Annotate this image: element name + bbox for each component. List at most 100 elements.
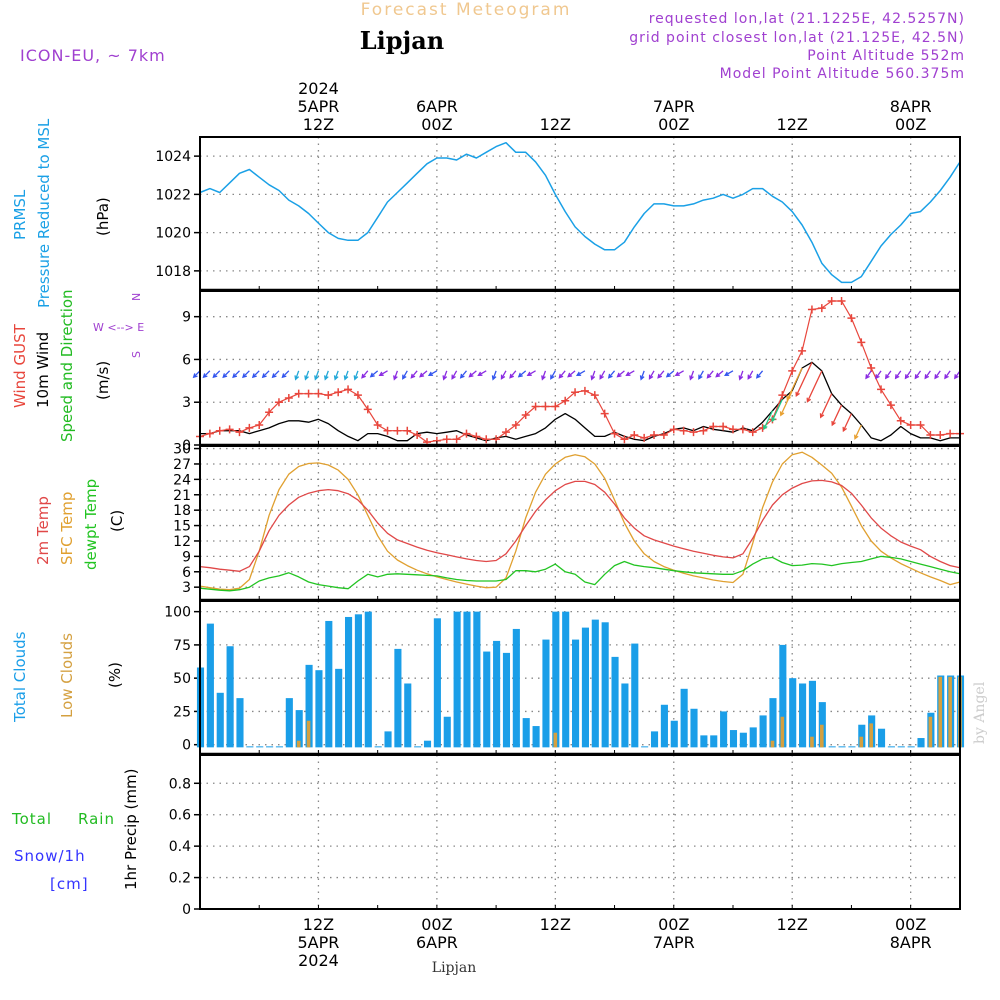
precip-ytick-label: 0.6 — [169, 808, 191, 824]
wind-arrow — [526, 370, 536, 377]
gust-marker — [403, 426, 412, 435]
temp-frame — [199, 445, 961, 601]
total-cloud-bar — [552, 611, 560, 748]
total-cloud-bar — [315, 670, 323, 748]
gust-marker — [817, 304, 826, 313]
gust-marker — [916, 421, 925, 430]
bottom-time-label: 8APR — [890, 933, 932, 952]
total-cloud-bar — [404, 683, 412, 748]
total-cloud-bar — [907, 746, 915, 748]
footer-location: Lipjan — [432, 960, 476, 976]
wind-arrow — [865, 370, 872, 380]
wind-arrow — [904, 370, 912, 380]
low-cloud-bar — [770, 740, 775, 748]
gust-marker — [205, 429, 214, 438]
total-cloud-bar — [236, 698, 244, 748]
gust-marker — [877, 385, 886, 394]
wind-arrow — [771, 399, 783, 423]
total-cloud-bar — [641, 746, 649, 748]
low-cloud-bar — [928, 716, 933, 748]
gust-marker — [501, 428, 510, 437]
top-time-label: 6APR — [416, 97, 458, 116]
total-clouds-label: Total Clouds — [11, 631, 29, 723]
prmsl-label: PRMSL — [11, 189, 29, 240]
low-cloud-bar — [306, 720, 311, 748]
wind-arrow — [451, 370, 458, 380]
low-clouds-label: Low Clouds — [58, 633, 76, 718]
gust-marker — [788, 366, 797, 375]
wind-arrow — [934, 370, 941, 380]
wind-frame — [199, 290, 961, 446]
wind-arrow — [884, 370, 892, 380]
wind-arrow — [242, 370, 250, 379]
wind-arrow — [500, 370, 507, 380]
wind-arrow — [261, 370, 270, 379]
wind-arrow — [271, 370, 280, 379]
total-cloud-bar — [275, 746, 284, 748]
low-cloud-bar — [553, 732, 558, 748]
clouds-ytick-label: 100 — [164, 605, 191, 621]
wind-arrow — [353, 370, 359, 381]
dewpt-line — [199, 555, 961, 592]
gust-marker — [482, 435, 491, 444]
wind-panel-labels: Wind GUST 10m Wind Speed and Direction (… — [11, 289, 144, 442]
wind-arrow — [491, 370, 497, 381]
gust-marker — [620, 435, 629, 444]
compass-s: S — [130, 351, 143, 358]
total-cloud-bar — [463, 611, 471, 748]
wind-arrow — [875, 370, 882, 380]
wind-arrow — [715, 370, 724, 378]
gust-marker — [837, 296, 846, 305]
wind-arrow — [599, 370, 606, 380]
precip-unit: 1hr Precip (mm) — [122, 769, 140, 890]
total-cloud-bar — [670, 720, 678, 748]
gust-marker — [452, 435, 461, 444]
gust-marker — [590, 391, 599, 400]
wind-arrow — [378, 370, 388, 377]
gust-marker — [265, 408, 274, 417]
wind10m-label: 10m Wind — [34, 332, 52, 408]
cloud-unit: (%) — [106, 662, 124, 688]
total-cloud-bar — [720, 711, 728, 748]
total-cloud-bar — [374, 746, 382, 748]
bottom-time-label: 00Z — [658, 915, 689, 934]
top-time-label: 12Z — [540, 115, 571, 134]
wind-arrow — [831, 404, 843, 427]
gust-marker — [778, 391, 787, 400]
wind-arrow — [854, 424, 862, 440]
wind-arrow — [689, 370, 695, 381]
pressure-frame — [199, 136, 961, 291]
wind-arrow — [894, 370, 902, 380]
wind-arrow — [304, 370, 310, 381]
wind-unit: (m/s) — [94, 361, 112, 400]
wind10m-line — [200, 361, 960, 442]
temp-ytick-label: 27 — [173, 457, 191, 473]
temp-ytick-label: 21 — [173, 488, 191, 504]
precip-ytick-label: 0.2 — [169, 871, 191, 887]
gust-label: Wind GUST — [11, 323, 29, 408]
gust-marker — [709, 422, 718, 431]
gust-marker — [571, 388, 580, 397]
temp-ytick-label: 30 — [173, 442, 191, 458]
bottom-time-label: 12Z — [303, 915, 334, 934]
temp2m-line — [199, 479, 961, 572]
clouds-ytick-label: 75 — [173, 638, 191, 654]
gust-marker — [255, 421, 264, 430]
precip-ytick-label: 0.4 — [169, 839, 191, 855]
model-altitude: Model Point Altitude 560.375m — [720, 66, 965, 82]
gust-marker — [294, 389, 303, 398]
pressure-ytick-label: 1018 — [155, 264, 191, 280]
compass-n: N — [130, 293, 143, 301]
top-time-label: 2024 — [298, 79, 339, 98]
wind-arrow — [567, 370, 576, 378]
clouds-ytick-label: 50 — [173, 671, 191, 687]
gust-marker — [600, 409, 609, 418]
pressure-ytick-label: 1022 — [155, 187, 191, 203]
total-cloud-bar — [325, 620, 333, 748]
total-cloud-bar — [532, 726, 540, 748]
wind-arrow — [459, 370, 467, 379]
wind-arrow — [842, 413, 853, 433]
wind-arrow — [333, 370, 339, 381]
cloud-panel-labels: Total Clouds Low Clouds (%) — [11, 631, 124, 723]
total-cloud-bar — [621, 683, 629, 748]
